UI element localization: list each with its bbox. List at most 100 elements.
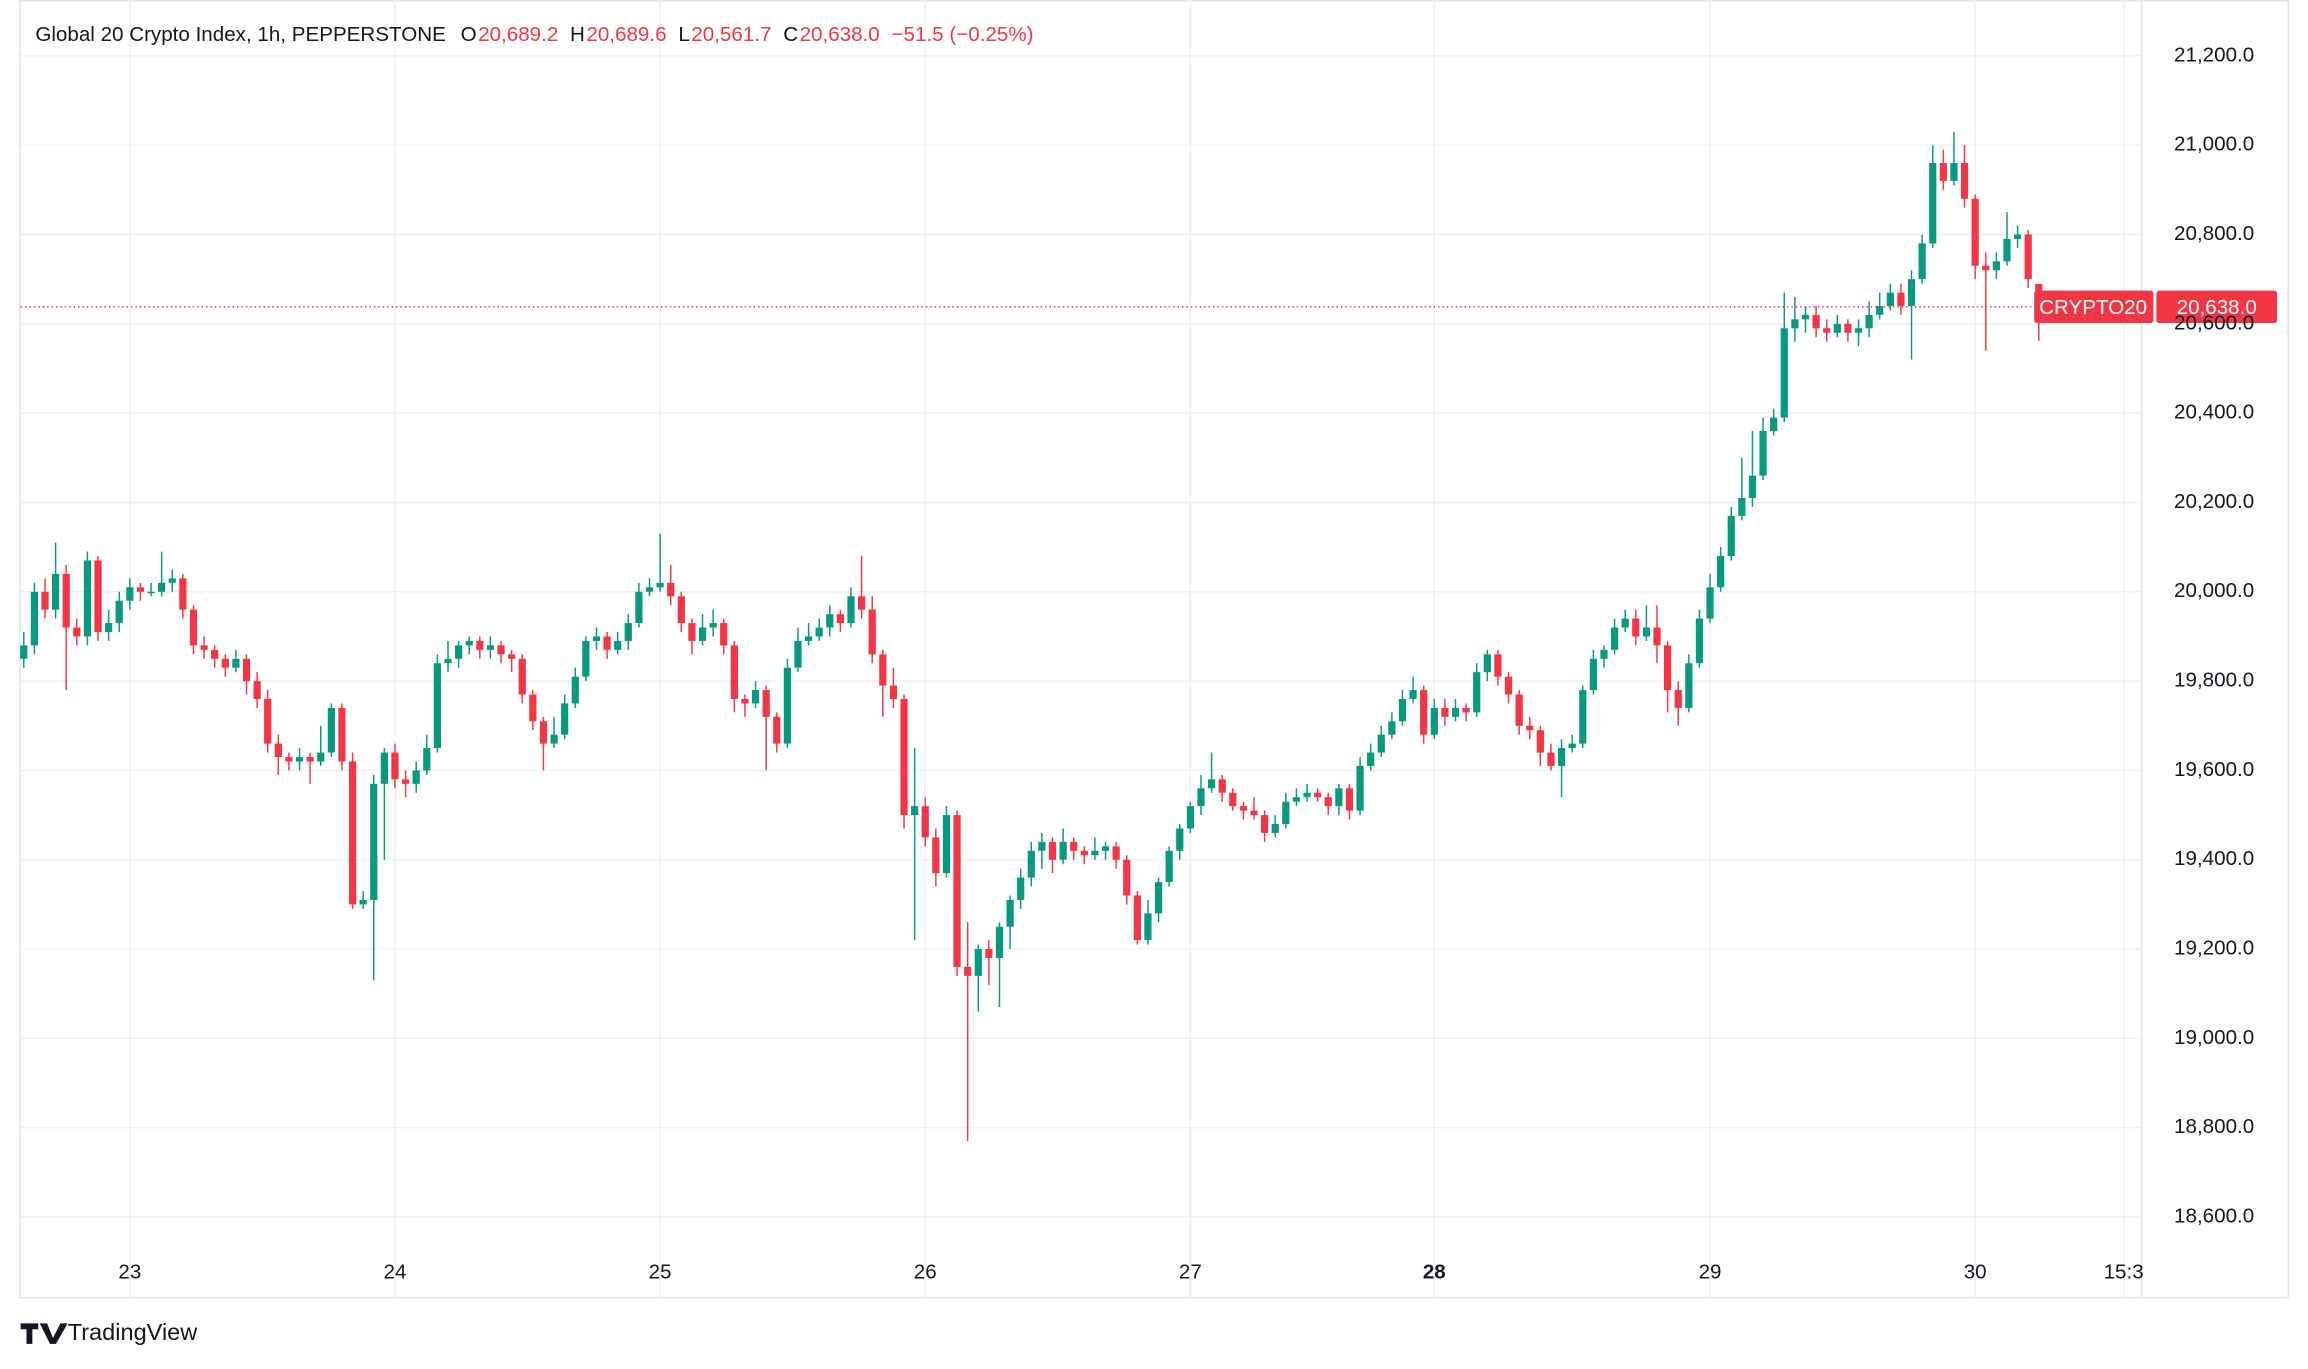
candle-body (1589, 658, 1597, 691)
candle-body (635, 591, 643, 624)
candle-body (1865, 314, 1873, 329)
candle-body (592, 636, 601, 641)
tv-logo (20, 1323, 68, 1344)
candle-body (974, 949, 982, 976)
x-tick-label: 28 (1423, 1261, 1446, 1284)
candle-body (211, 649, 219, 659)
candle-body (1568, 743, 1576, 749)
candle-body (412, 770, 420, 784)
candle-body (1844, 323, 1852, 333)
candle-body (508, 654, 516, 659)
candle-body (783, 667, 791, 744)
candle-body (1621, 618, 1629, 628)
candle-body (1579, 690, 1587, 744)
watermark: TradingView (20, 1319, 198, 1345)
candle-body (1292, 797, 1301, 802)
candle-body (62, 573, 70, 628)
y-tick-label: 21,000.0 (2174, 133, 2254, 156)
candle-body (561, 703, 569, 735)
candle-body (476, 640, 484, 650)
frame (19, 0, 2289, 1299)
candle-body (879, 654, 887, 686)
candle-body (1982, 265, 1990, 271)
candle-body (614, 640, 622, 650)
candle-body (348, 761, 357, 905)
candle-body (518, 658, 526, 695)
candle-body (1101, 846, 1110, 851)
candle-body (380, 752, 388, 784)
candle-body (868, 609, 876, 655)
candle-body (221, 658, 229, 668)
candle-body (1483, 654, 1491, 673)
candle-body (1642, 627, 1651, 637)
candle-body (1738, 498, 1746, 516)
x-tick-label: 25 (649, 1261, 672, 1284)
symbol-tag-text: CRYPTO20 (2039, 296, 2147, 319)
candle-body (115, 600, 123, 624)
candle-body (1833, 323, 1841, 333)
candle-body (1971, 198, 1979, 266)
candle-body (2003, 238, 2011, 262)
candle-body (1536, 730, 1544, 753)
candle-body (1080, 850, 1088, 856)
candle-body (1854, 328, 1863, 333)
candle-body (1791, 319, 1799, 329)
candle-body (964, 966, 972, 976)
candle-body (953, 815, 961, 967)
candle-body (1165, 850, 1173, 883)
candle-body (253, 681, 261, 699)
candle-body (603, 636, 611, 650)
candle-body (1112, 846, 1120, 860)
candle-body (1420, 690, 1428, 735)
candle-body (1441, 707, 1449, 717)
candle-body (1748, 475, 1757, 499)
candle-body (1886, 292, 1894, 306)
candle-body (147, 591, 155, 594)
legend-value: 20,561.7 (691, 23, 771, 46)
candle-body (200, 645, 208, 650)
candle-body (370, 783, 378, 900)
candle-body (158, 582, 166, 592)
candle-body (1123, 859, 1131, 896)
y-tick-label: 20,400.0 (2174, 401, 2254, 424)
legend-key: H (570, 23, 585, 46)
y-tick-label: 21,200.0 (2174, 43, 2254, 66)
y-tick-label: 20,000.0 (2174, 579, 2254, 602)
candle-body (1271, 824, 1279, 833)
candle-body (698, 627, 707, 641)
candle-body (1059, 841, 1067, 860)
candle-body (1823, 328, 1831, 333)
candle-body (1727, 515, 1735, 557)
candle-body (762, 690, 770, 717)
candle-body (1027, 850, 1035, 878)
legend-key: L (678, 23, 689, 46)
candle-body (667, 582, 675, 597)
candle-body (921, 806, 929, 838)
candle-body (677, 596, 685, 624)
candle-body (1473, 672, 1481, 713)
candle-body (942, 815, 951, 874)
candle-body (1154, 882, 1163, 914)
candle-body (1462, 707, 1470, 713)
y-tick-label: 20,800.0 (2174, 222, 2254, 245)
candle-body (1324, 797, 1332, 807)
candle-body (1207, 779, 1216, 789)
candle-body (73, 627, 81, 637)
legend-key: C (783, 23, 798, 46)
candle-body (1335, 788, 1343, 807)
candle-body (1303, 792, 1311, 798)
candle-body (1960, 163, 1969, 199)
candle-body (83, 560, 92, 637)
candle-body (539, 721, 548, 744)
candle-body (624, 623, 632, 641)
candle-body (995, 926, 1004, 958)
candle-body (232, 658, 240, 668)
candle-body (1939, 163, 1947, 181)
candle-body (1695, 618, 1704, 664)
candle-body (571, 676, 579, 704)
candle-body (295, 757, 304, 762)
candle-body (20, 645, 28, 659)
candle-body (1600, 649, 1608, 659)
candle-body (1610, 627, 1619, 650)
candle-body (900, 698, 908, 816)
